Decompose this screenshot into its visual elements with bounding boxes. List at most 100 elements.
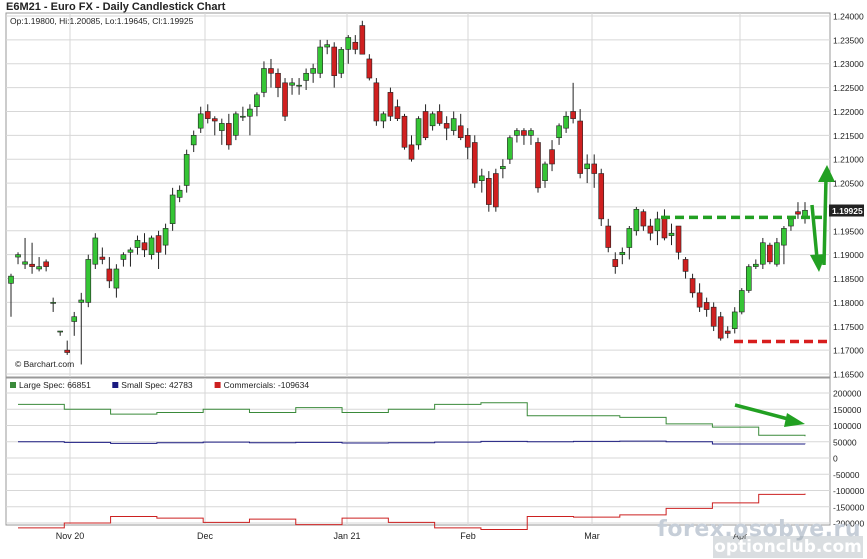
x-tick-label: Dec [197,531,214,541]
candle-body [682,259,689,272]
candle-body [724,330,731,334]
watermark-text: forex.osobye.ru [657,517,861,542]
cot-lines [18,402,806,530]
candle-body [429,113,436,127]
candle-body [331,46,338,76]
candle-body [605,225,612,248]
price-tick-label: 1.18500 [833,274,864,284]
candle-body [387,92,394,117]
price-tick-label: 1.24000 [833,12,864,22]
candle-body [612,259,619,267]
candle-body [162,228,169,246]
candle-body [598,173,605,220]
candle-body [36,266,42,270]
candle-body [654,218,661,232]
candle-body [211,118,218,122]
candle-body [275,72,281,88]
candle-body [640,211,647,227]
cot-tick-label: 0 [833,454,838,464]
cot-arrow-head [784,413,805,427]
candles [8,20,808,365]
candle-body [296,84,302,87]
ohlc-label: Op:1.19800, Hi:1.20085, Lo:1.19645, Cl:1… [10,16,194,26]
candle-body [556,125,562,139]
candle-body [528,130,534,136]
price-tick-label: 1.20500 [833,179,864,189]
candle-body [619,251,626,255]
candle-body [127,249,134,253]
candle-body [106,268,113,282]
candle-body [767,244,773,263]
candle-body [563,115,569,129]
candle-body [50,302,56,304]
candle-body [802,209,808,217]
candle-body [197,113,204,129]
axis-labels: 1.24000 1.23500 1.23000 1.22500 1.22000 1.215… [10,12,864,541]
candle-body [247,108,253,117]
candle-body [408,144,415,160]
x-tick-label: Feb [460,531,476,541]
candle-body [422,111,429,139]
candle-body [401,115,408,148]
candle-body [774,242,780,265]
last-price-box [829,204,864,217]
candle-body [85,259,92,303]
candle-body [457,125,464,139]
candle-body [436,111,443,124]
price-tick-label: 1.21000 [833,155,864,165]
cot-tick-label: 200000 [833,389,862,399]
price-tick-label: 1.23500 [833,35,864,45]
candle-body [675,225,682,253]
cot-tick-label: 50000 [833,437,857,447]
candle-body [366,58,373,79]
candle-body [795,211,801,215]
candle-body [549,149,555,165]
candle-body [788,218,794,227]
cot-tick-label: -50000 [833,470,860,480]
last-price-label: 1.19925 [832,206,863,216]
down-arrow-shaft [810,204,819,259]
candle-body [514,130,520,136]
chart-title: E6M21 - Euro FX - Daily Candlestick Char… [6,1,226,13]
candle-body [380,113,387,122]
candle-body [204,111,211,119]
candle-body [338,49,345,74]
candle-body [57,330,63,333]
candle-body [226,123,232,146]
candle-body [373,82,380,122]
candle-body [352,41,359,50]
candle-body [176,189,183,198]
candle-body [450,118,457,131]
x-tick-label: Jan 21 [333,531,360,541]
cot-panel [5,377,831,526]
candle-body [464,135,471,148]
candle-body [310,68,316,74]
legend-swatch [10,382,16,388]
candle-body [570,111,576,119]
candle-body [633,209,640,232]
cot-tick-label: -200000 [833,519,864,529]
candle-body [703,302,710,310]
price-tick-label: 1.23000 [833,59,864,69]
candle-body [577,120,583,174]
candle-body [760,242,766,265]
candle-body [261,68,267,93]
x-tick-label: Nov 20 [56,531,85,541]
up-arrow-shaft [822,177,828,266]
candle-body [443,123,450,129]
candle-body [500,166,506,170]
candle-body [324,44,330,48]
price-panel [5,12,831,378]
source-label: © Barchart.com [15,359,74,369]
candle-body [169,194,176,224]
cot-tick-label: 150000 [833,405,862,415]
candle-body [113,268,120,289]
cot-tick-label: -100000 [833,486,864,496]
price-tick-label: 1.18000 [833,298,864,308]
candle-body [64,349,71,353]
candle-body [99,256,106,260]
candle-body [15,254,21,258]
candle-body [282,82,288,117]
price-tick-label: 1.22000 [833,107,864,117]
